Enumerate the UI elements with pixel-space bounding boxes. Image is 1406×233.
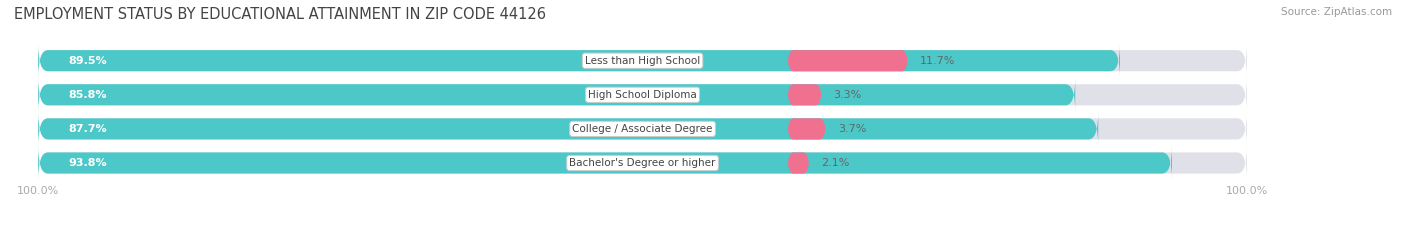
FancyBboxPatch shape — [787, 152, 810, 174]
FancyBboxPatch shape — [787, 118, 825, 140]
FancyBboxPatch shape — [38, 112, 1247, 146]
Text: Less than High School: Less than High School — [585, 56, 700, 66]
Text: 85.8%: 85.8% — [69, 90, 107, 100]
Text: 11.7%: 11.7% — [920, 56, 955, 66]
Text: 3.7%: 3.7% — [838, 124, 866, 134]
Text: College / Associate Degree: College / Associate Degree — [572, 124, 713, 134]
Legend: In Labor Force, Unemployed: In Labor Force, Unemployed — [534, 230, 734, 233]
Text: 93.8%: 93.8% — [69, 158, 107, 168]
Text: Bachelor's Degree or higher: Bachelor's Degree or higher — [569, 158, 716, 168]
Text: Source: ZipAtlas.com: Source: ZipAtlas.com — [1281, 7, 1392, 17]
Text: EMPLOYMENT STATUS BY EDUCATIONAL ATTAINMENT IN ZIP CODE 44126: EMPLOYMENT STATUS BY EDUCATIONAL ATTAINM… — [14, 7, 546, 22]
FancyBboxPatch shape — [38, 44, 1247, 77]
FancyBboxPatch shape — [38, 78, 1247, 112]
FancyBboxPatch shape — [787, 84, 821, 105]
Text: 89.5%: 89.5% — [69, 56, 107, 66]
FancyBboxPatch shape — [38, 146, 1173, 180]
FancyBboxPatch shape — [38, 112, 1098, 146]
FancyBboxPatch shape — [38, 146, 1247, 180]
Text: 87.7%: 87.7% — [69, 124, 107, 134]
FancyBboxPatch shape — [38, 44, 1121, 77]
Text: High School Diploma: High School Diploma — [588, 90, 697, 100]
Text: 2.1%: 2.1% — [821, 158, 849, 168]
Text: 3.3%: 3.3% — [834, 90, 862, 100]
FancyBboxPatch shape — [38, 78, 1076, 112]
FancyBboxPatch shape — [787, 50, 908, 71]
